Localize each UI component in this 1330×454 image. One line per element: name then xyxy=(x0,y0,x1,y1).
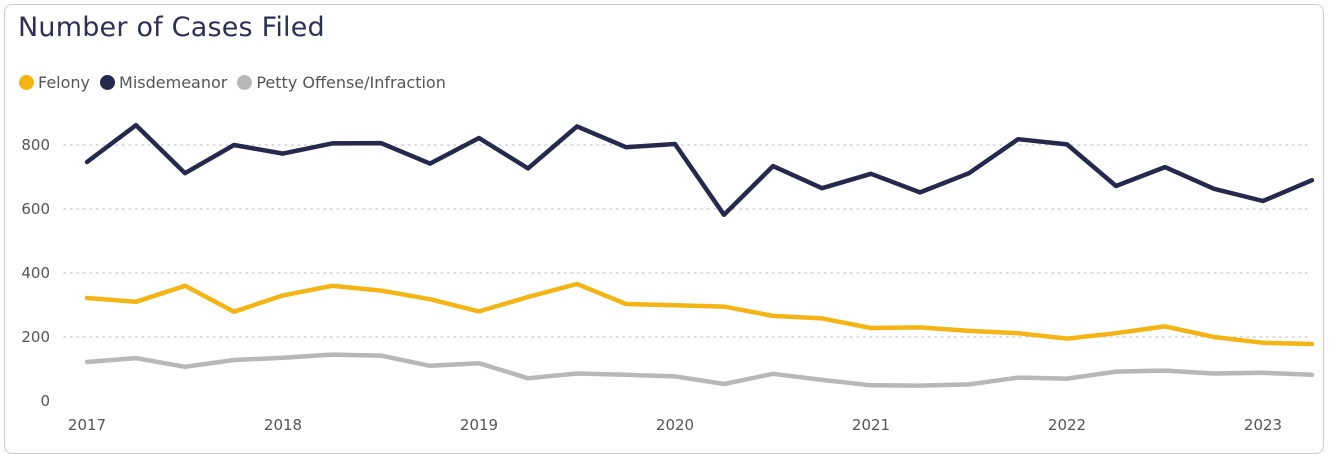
x-tick-label: 2022 xyxy=(1048,416,1086,434)
x-tick-label: 2021 xyxy=(852,416,890,434)
x-tick-label: 2018 xyxy=(264,416,302,434)
x-tick-label: 2023 xyxy=(1244,416,1282,434)
legend-label-misdemeanor: Misdemeanor xyxy=(119,73,228,92)
y-tick-label: 400 xyxy=(21,264,50,282)
series-line-petty-offense-infraction xyxy=(84,352,1315,388)
y-tick-label: 600 xyxy=(21,200,50,218)
y-tick-label: 800 xyxy=(21,136,50,154)
legend-item-felony[interactable]: Felony xyxy=(19,73,90,92)
legend-label-petty-offense: Petty Offense/Infraction xyxy=(256,73,446,92)
legend-label-felony: Felony xyxy=(38,73,91,92)
x-tick-label: 2017 xyxy=(68,416,106,434)
x-tick-label: 2019 xyxy=(460,416,498,434)
series-line-felony xyxy=(84,281,1315,347)
y-tick-label: 0 xyxy=(40,392,50,410)
chart-card xyxy=(4,4,1324,454)
legend-item-petty-offense[interactable]: Petty Offense/Infraction xyxy=(237,73,446,92)
series-line-misdemeanor xyxy=(84,122,1315,218)
x-tick-label: 2020 xyxy=(656,416,694,434)
legend-dot-felony xyxy=(19,75,34,90)
chart-title: Number of Cases Filed xyxy=(18,12,325,43)
y-tick-label: 200 xyxy=(21,328,50,346)
legend-dot-misdemeanor xyxy=(100,75,116,90)
legend-item-misdemeanor[interactable]: Misdemeanor xyxy=(100,73,227,92)
legend: Felony Misdemeanor Petty Offense/Infract… xyxy=(19,73,456,92)
legend-dot-petty-offense xyxy=(237,75,253,90)
